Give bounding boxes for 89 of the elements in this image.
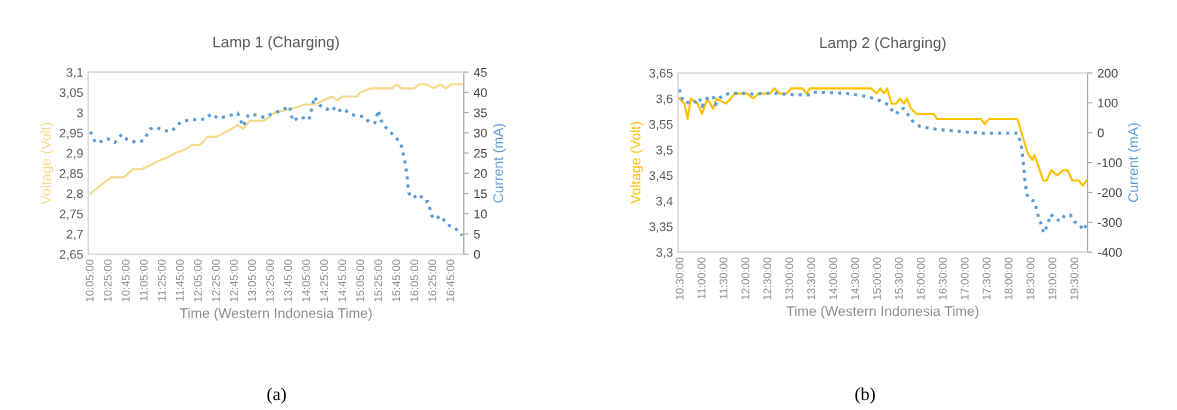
y-tick-label: 3 [76,108,83,118]
y2-tick-label: -100 [1097,158,1122,168]
x-tick-label: 10:45:00 [121,259,130,302]
x-tick-label: 11:00:00 [697,257,706,299]
x-tick-label: 14:05:00 [302,259,311,302]
line-series [677,87,1088,235]
x-tick-label: 16:30:00 [938,257,947,300]
x-tick-label: 13:30:00 [807,257,816,300]
x-tick-label: 14:00:00 [829,257,838,300]
y2-tick-label: 20 [474,169,487,178]
y-axis-title: Voltage (Volt) [40,122,54,205]
y2-tick-label: 25 [474,148,487,158]
x-axis-title: Time (Western Indonesia Time) [179,307,372,321]
x-tick-label: 12:25:00 [211,259,220,302]
x-tick-label: 13:25:00 [266,259,274,302]
y2-tick-label: 10 [474,209,487,219]
x-tick-label: 15:25:00 [374,259,383,302]
x-tick-label: 10:30:00 [675,257,684,300]
x-tick-label: 14:30:00 [851,257,859,300]
x-tick-label: 16:00:00 [916,257,925,300]
x-tick-label: 18:00:00 [1004,257,1013,300]
x-tick-label: 15:00:00 [873,257,881,300]
x-tick-label: 17:00:00 [960,257,969,300]
x-axis-title: Time (Western Indonesia Time) [786,305,979,319]
x-tick-label: 19:30:00 [1070,257,1079,300]
x-tick-label: 15:30:00 [894,257,903,300]
x-tick-label: 13:00:00 [785,257,794,300]
y-tick-label: 3,65 [649,68,673,80]
y-tick-label: 2,95 [59,128,83,139]
y-tick-label: 3,3 [656,247,673,259]
x-tick-label: 13:05:00 [248,259,256,302]
x-tick-label: 11:25:00 [157,259,166,301]
x-tick-label: 16:45:00 [446,259,455,302]
text: (a) [267,387,286,404]
y-tick-label: 3,5 [656,145,673,156]
y-tick-label: 2,75 [59,209,83,220]
chart-title: Lamp 1 (Charging) [213,36,339,51]
y2-tick-label: 35 [473,108,487,118]
x-tick-label: 11:30:00 [719,257,728,299]
x-tick-label: 16:05:00 [410,259,419,302]
y2-tick-label: 30 [473,128,487,138]
y2-tick-label: 15 [474,189,487,199]
y-tick-label: 2,8 [66,189,83,200]
y-tick-label: 2,85 [59,169,83,180]
y2-axis-title: Current (mA) [492,123,506,203]
y2-tick-label: 0 [1097,128,1104,138]
line-series [678,87,1088,187]
x-tick-label: 15:45:00 [392,259,401,302]
x-tick-label: 14:25:00 [320,259,329,302]
x-tick-label: 14:45:00 [338,259,347,302]
y-tick-label: 3,35 [649,222,673,233]
y-tick-label: 3,1 [66,67,83,79]
x-tick-label: 15:05:00 [356,259,365,302]
y2-tick-label: -300 [1097,218,1122,227]
x-tick-label: 11:05:00 [139,259,148,301]
x-tick-label: 12:05:00 [193,259,202,302]
y-tick-label: 3,4 [656,196,673,208]
line-series [89,83,464,195]
y2-tick-label: -200 [1097,188,1122,198]
y2-tick-label: 5 [473,229,480,239]
line-series [88,95,464,238]
x-tick-label: 10:05:00 [85,259,94,302]
x-tick-label: 10:25:00 [103,259,112,302]
y2-tick-label: 45 [473,68,487,77]
x-tick-label: 19:00:00 [1048,257,1057,300]
y-tick-label: 3,45 [649,171,673,182]
x-tick-label: 12:30:00 [763,257,772,300]
x-tick-label: 12:45:00 [230,259,238,302]
x-tick-label: 11:45:00 [175,259,184,301]
y2-tick-label: 0 [473,250,480,259]
y2-tick-label: -400 [1097,247,1122,257]
y-tick-label: 2,65 [59,250,83,261]
y-tick-label: 2,7 [66,229,83,241]
x-tick-label: 12:00:00 [741,257,750,300]
text: (b) [855,387,875,404]
y2-tick-label: 100 [1098,98,1118,108]
y2-tick-label: 40 [473,88,487,98]
y-tick-label: 3,6 [656,94,673,105]
y-tick-label: 3,05 [59,88,83,99]
x-tick-label: 18:30:00 [1026,257,1035,300]
y2-axis-title: Current (mA) [1127,123,1141,202]
y2-tick-label: 200 [1097,68,1118,78]
y-tick-label: 3,55 [649,119,673,131]
x-tick-label: 17:30:00 [982,257,991,300]
x-tick-label: 16:25:00 [428,259,437,302]
y-axis-title: Voltage (Volt) [630,122,644,204]
x-tick-label: 13:45:00 [284,259,292,302]
y-tick-label: 2,9 [66,148,83,160]
chart-title: Lamp 2 (Charging) [820,36,946,52]
